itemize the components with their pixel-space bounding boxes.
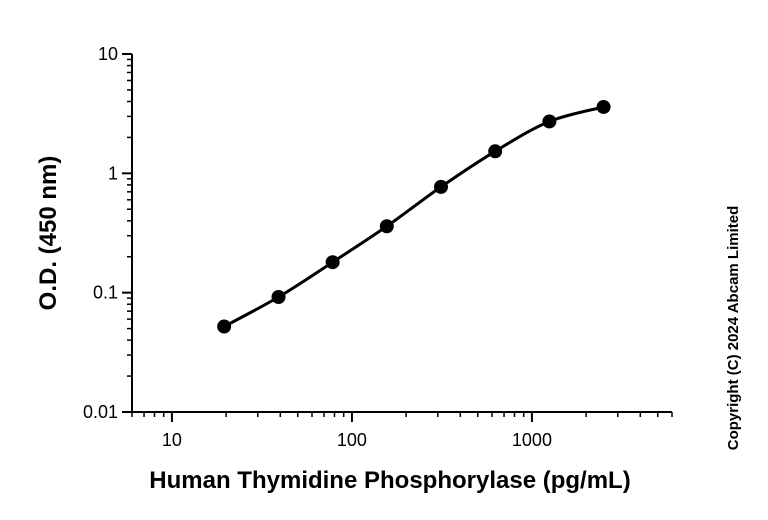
- fit-curve: [223, 105, 604, 328]
- y-tick-label: 0.1: [93, 283, 118, 303]
- y-tick-label: 1: [108, 163, 118, 183]
- y-tick-label: 10: [98, 44, 118, 64]
- axes: [131, 54, 672, 413]
- data-point: [379, 219, 394, 234]
- data-point: [488, 144, 503, 159]
- data-points: [217, 99, 611, 334]
- data-point: [217, 319, 232, 334]
- y-tick-label: 0.01: [83, 402, 118, 422]
- data-point: [271, 289, 286, 304]
- data-point: [325, 255, 340, 270]
- x-tick-label: 10: [162, 430, 182, 450]
- x-tick-label: 1000: [512, 430, 552, 450]
- y-ticks: 10 1 0.1 0.01: [83, 44, 132, 422]
- x-tick-label: 100: [337, 430, 367, 450]
- y-axis-title: O.D. (450 nm): [35, 156, 62, 311]
- data-point: [434, 179, 449, 194]
- x-axis-title: Human Thymidine Phosphorylase (pg/mL): [149, 467, 630, 494]
- data-point: [596, 99, 611, 114]
- data-point: [542, 114, 557, 129]
- plot-area: [217, 99, 611, 334]
- x-ticks: 10 100 1000: [131, 412, 673, 450]
- copyright-notice: Copyright (C) 2024 Abcam Limited: [725, 206, 742, 450]
